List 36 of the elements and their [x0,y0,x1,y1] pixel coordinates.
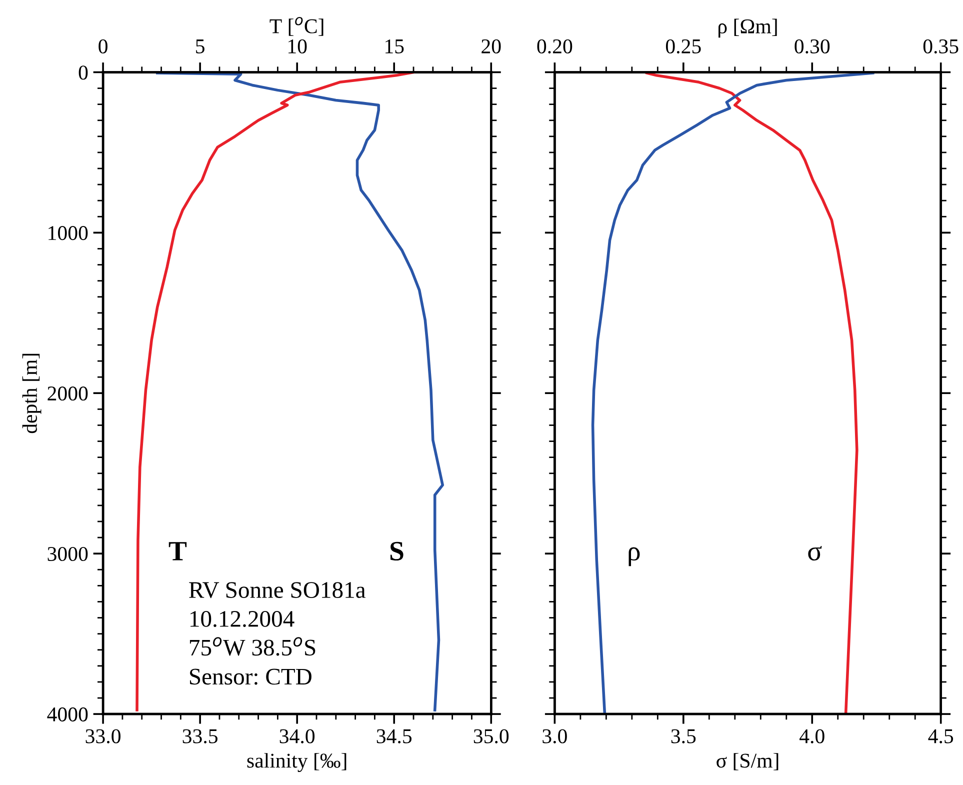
x-tick-label: 34.5 [376,729,412,744]
x2-tick-label: 10 [288,39,307,54]
x2-tick-label: 0.25 [666,39,701,54]
x-tick-label: 33.5 [182,729,218,744]
y-tick-label: 2000 [48,386,88,401]
series-label: T [168,542,187,560]
x2-tick-label: 20 [482,39,501,54]
annotation: 75$^{o}$W 38.5$^{o}$S [190,637,316,656]
x-tick-label: 4.5 [928,729,954,744]
annotation: Sensor: CTD [190,668,312,685]
x2-tick-label: 15 [386,39,404,54]
series-label: σ [808,546,822,561]
x2-tick-label: 0.30 [794,39,830,54]
x-tick-label: 35.0 [474,729,509,744]
y-tick-label: 0 [78,66,88,80]
x2-tick-label: 0.20 [537,39,572,54]
x2-axis-title: ρ [Ωm] [718,18,777,38]
x2-tick-label: 0 [98,39,108,54]
x-tick-label: 4.0 [800,729,824,744]
y-tick-label: 1000 [48,226,88,240]
x-axis-title: σ [S/m] [716,753,778,770]
annotation: 10.12.2004 [190,610,294,627]
x2-axis-title: T [$^{o}$C] [270,16,324,36]
series-label: ρ [628,547,640,566]
x-axis-title: salinity [‰] [247,753,346,772]
y-tick-label: 3000 [48,546,88,562]
series-label: S [390,542,404,561]
x-tick-label: 3.5 [671,729,696,744]
x2-tick-label: 5 [196,40,204,54]
y-axis-title: depth [m] [22,354,42,434]
x2-tick-label: 0.35 [923,39,958,54]
x-tick-label: 33.0 [86,729,120,744]
x-tick-label: 3.0 [542,729,567,744]
y-tick-label: 4000 [47,707,88,722]
x-tick-label: 34.0 [280,729,315,744]
annotation: RV Sonne SO181a [189,582,366,598]
